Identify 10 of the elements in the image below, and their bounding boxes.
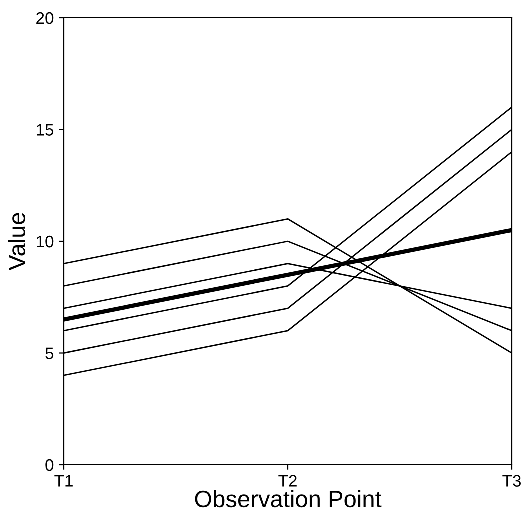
x-axis-title: Observation Point: [195, 490, 382, 508]
y-tick-label: 5: [46, 348, 54, 360]
y-tick-label: 15: [37, 124, 54, 136]
x-tick-label: T2: [278, 475, 297, 487]
x-tick-label: T1: [54, 475, 73, 487]
y-axis-title: Value: [8, 213, 26, 271]
y-tick-label: 20: [36, 12, 54, 24]
x-tick-label: T3: [502, 475, 521, 487]
y-tick-label: 10: [37, 236, 54, 248]
y-tick-label: 0: [46, 459, 54, 472]
